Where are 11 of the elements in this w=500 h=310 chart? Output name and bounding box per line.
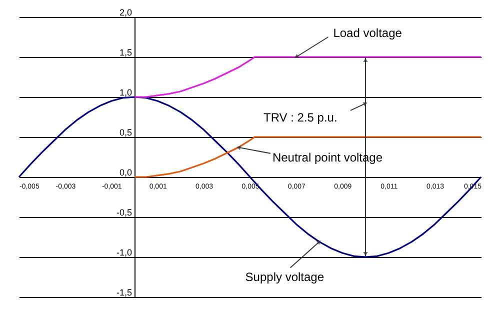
y-tick-label: 1,5 <box>119 48 132 58</box>
y-tick-label: 0,0 <box>119 168 132 178</box>
y-tick-label: 0,5 <box>119 128 132 138</box>
y-tick-label: -1,5 <box>116 288 132 298</box>
y-tick-label: 2,0 <box>119 8 132 18</box>
y-tick-label: 1,0 <box>119 88 132 98</box>
y-tick-label: -0,5 <box>116 208 132 218</box>
annotation: TRV : 2.5 p.u. <box>264 110 338 124</box>
annotation: Supply voltage <box>245 270 324 284</box>
annotation: Load voltage <box>333 26 402 40</box>
y-tick-label: -1,0 <box>116 248 132 258</box>
